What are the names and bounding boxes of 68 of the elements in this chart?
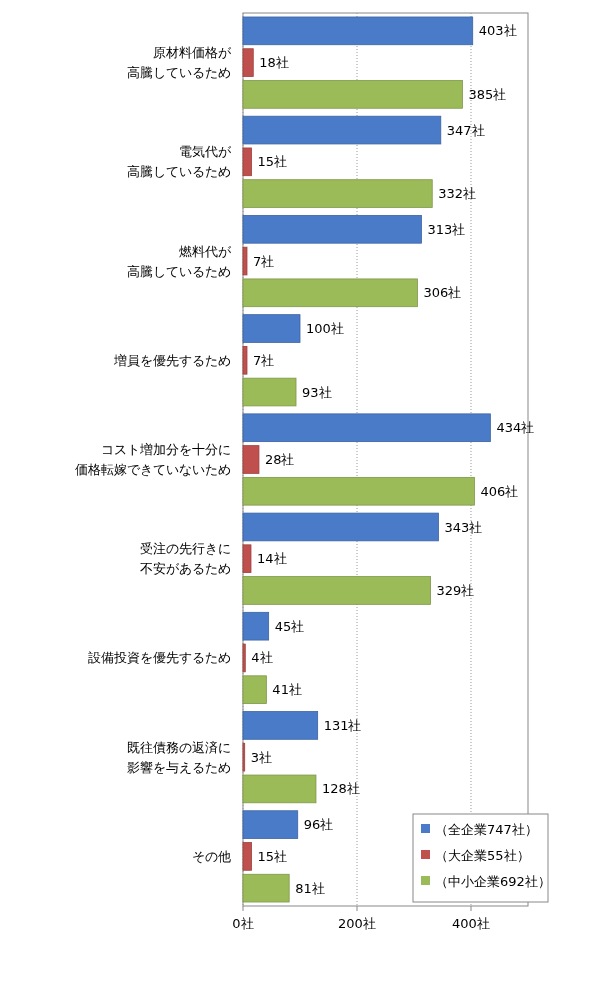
data-label: 128社 xyxy=(321,781,360,797)
bar xyxy=(242,643,246,673)
bar xyxy=(242,774,317,804)
y-tick-label: 電気代が高騰しているため xyxy=(127,144,232,180)
data-label: 15社 xyxy=(257,848,288,864)
x-tick-label: 200社 xyxy=(338,916,376,931)
data-label: 3社 xyxy=(250,749,272,765)
bar xyxy=(242,48,254,77)
data-label: 329社 xyxy=(436,583,475,599)
bar xyxy=(242,115,442,145)
data-label: 406社 xyxy=(480,483,519,499)
x-tick-label: 0社 xyxy=(232,916,254,931)
bar xyxy=(242,810,299,839)
bar xyxy=(242,16,474,46)
y-tick-label: その他 xyxy=(192,848,231,864)
bar xyxy=(242,80,463,109)
data-label: 313社 xyxy=(427,221,466,237)
data-label: 385社 xyxy=(468,86,507,102)
data-label: 332社 xyxy=(438,186,477,202)
bar xyxy=(242,611,270,641)
legend-label: （中小企業692社） xyxy=(435,873,551,889)
data-label: 434社 xyxy=(496,420,535,436)
bar xyxy=(242,215,422,244)
data-label: 15社 xyxy=(257,154,288,170)
bar xyxy=(242,711,319,740)
bar xyxy=(242,147,252,177)
bar xyxy=(242,179,433,208)
data-label: 343社 xyxy=(444,519,483,535)
bar xyxy=(242,512,439,542)
data-label: 14社 xyxy=(256,551,287,567)
data-label: 347社 xyxy=(446,122,485,138)
data-label: 81社 xyxy=(295,880,325,896)
data-label: 131社 xyxy=(323,717,362,733)
bar xyxy=(242,873,290,903)
y-tick-label: 原材料価格が高騰しているため xyxy=(127,45,232,81)
data-label: 28社 xyxy=(264,452,295,468)
y-tick-label: コスト増加分を十分に価格転嫁できていないため xyxy=(75,442,231,478)
bar xyxy=(242,278,418,308)
data-label: 403社 xyxy=(478,23,517,39)
y-tick-label: 受注の先行きに不安があるため xyxy=(140,541,231,577)
y-tick-label: 設備投資を優先するため xyxy=(88,650,231,666)
data-label: 18社 xyxy=(259,55,289,71)
bar xyxy=(242,544,252,573)
data-label: 96社 xyxy=(303,817,334,833)
y-tick-label: 増員を優先するため xyxy=(113,352,231,368)
x-tick-label: 400社 xyxy=(452,916,490,931)
data-label: 41社 xyxy=(272,682,302,698)
bar xyxy=(242,246,248,276)
data-label: 100社 xyxy=(306,321,344,337)
bar xyxy=(242,675,267,704)
data-label: 93社 xyxy=(302,384,332,400)
y-tick-label: 燃料代が高騰しているため xyxy=(127,243,232,279)
bar xyxy=(242,346,248,375)
bar xyxy=(242,314,301,343)
bar xyxy=(242,842,252,871)
y-tick-label: 既往債務の返済に影響を与えるため xyxy=(127,739,231,775)
data-label: 45社 xyxy=(274,618,305,634)
data-label: 306社 xyxy=(423,285,462,301)
data-label: 4社 xyxy=(251,650,273,666)
bar xyxy=(242,576,431,605)
bar xyxy=(242,413,491,443)
bar xyxy=(242,445,260,474)
data-label: 7社 xyxy=(252,352,275,368)
bar xyxy=(242,476,475,506)
legend-label: （全企業747社） xyxy=(435,821,538,837)
legend-label: （大企業55社） xyxy=(435,847,530,863)
data-label: 7社 xyxy=(252,253,275,269)
bar xyxy=(242,377,297,407)
